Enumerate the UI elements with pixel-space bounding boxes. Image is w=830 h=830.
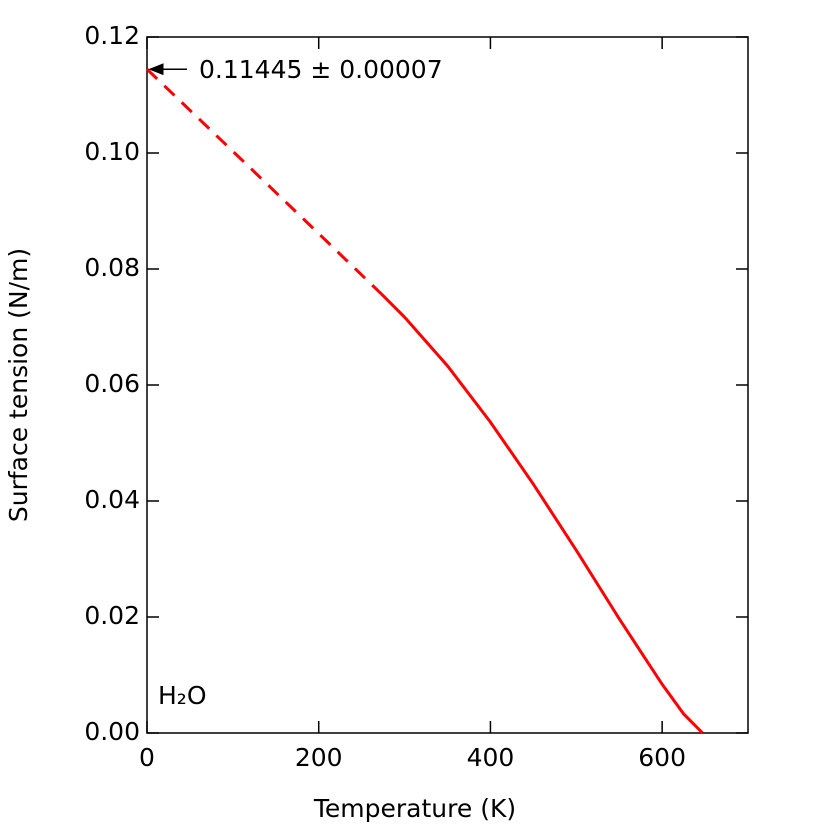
x-tick-label: 200 [295, 743, 343, 772]
y-tick-label: 0.12 [84, 21, 140, 50]
y-tick-label: 0.04 [84, 485, 140, 514]
plot-frame [146, 36, 749, 734]
y-tick-label: 0.10 [84, 137, 140, 166]
y-tick-label: 0.00 [84, 717, 140, 746]
y-axis-label: Surface tension (N/m) [4, 248, 33, 522]
series-line [145, 68, 383, 296]
substance-label: H₂O [158, 681, 207, 710]
x-tick-label: 0 [139, 743, 155, 772]
annotation: 0.11445 ± 0.00007 [199, 55, 443, 84]
x-tick-label: 600 [638, 743, 686, 772]
y-tick-label: 0.08 [84, 253, 140, 282]
series-line [380, 292, 704, 735]
y-tick-label: 0.06 [84, 369, 140, 398]
x-axis-label: Temperature (K) [313, 794, 516, 823]
y-tick-label: 0.02 [84, 601, 140, 630]
x-tick-label: 400 [467, 743, 515, 772]
